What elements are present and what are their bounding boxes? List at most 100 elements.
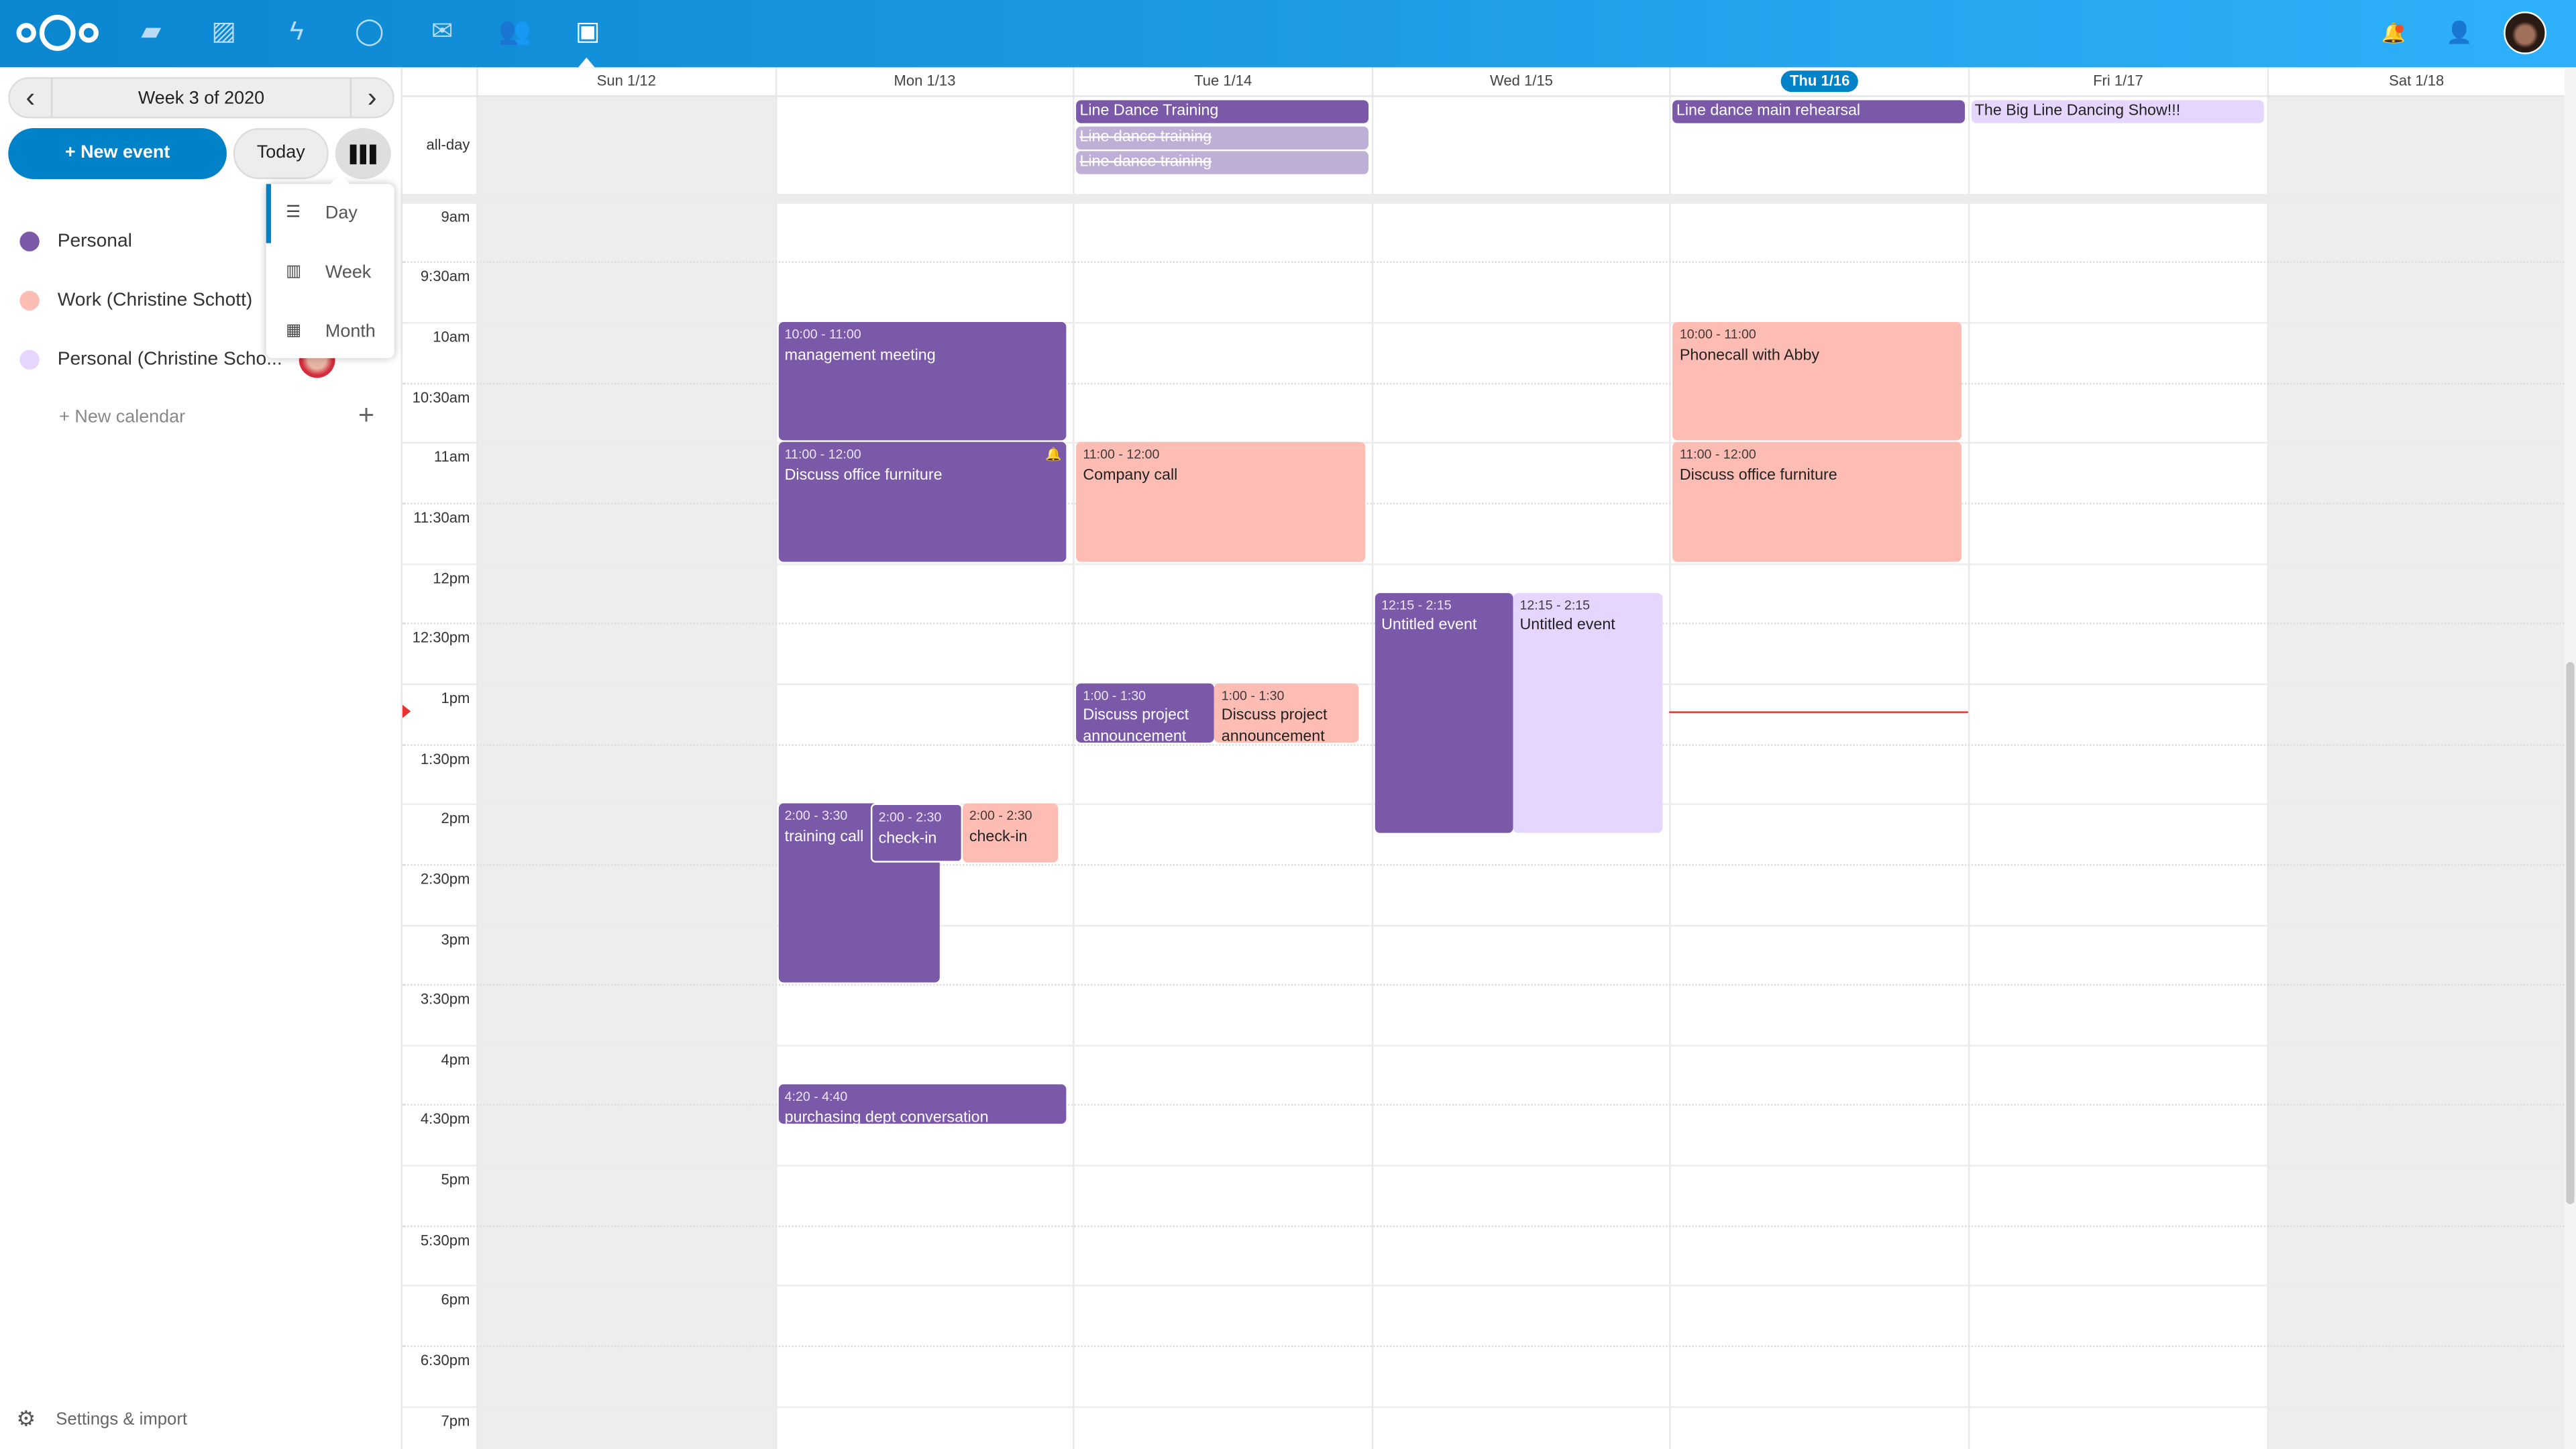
talk-icon[interactable]: ◯ (354, 17, 384, 46)
calendar-event[interactable]: 2:00 - 2:30 check-in (963, 804, 1058, 863)
contacts-menu-icon[interactable]: 👤 (2446, 19, 2473, 45)
hour-line (402, 563, 2565, 565)
settings-import-button[interactable]: Settings & import (56, 1409, 188, 1430)
view-option-week[interactable]: ▥ Week (266, 243, 394, 302)
calendar-event[interactable]: 10:00 - 11:00 management meeting (777, 322, 1067, 441)
half-hour-line (402, 262, 2565, 264)
notifications-icon[interactable]: 🔔 (2381, 21, 2406, 45)
calendar-name: Personal (Christine Scho... (57, 350, 282, 370)
event-title: Untitled event (1381, 616, 1477, 635)
day-column-divider (1670, 95, 1672, 1449)
calendar-name: Personal (57, 231, 132, 252)
today-button[interactable]: Today (233, 128, 329, 179)
day-header[interactable]: Thu 1/16 (1670, 67, 1968, 96)
menu-arrow (330, 174, 350, 184)
time-label: 7pm (441, 1412, 470, 1429)
time-label: 12:30pm (412, 629, 470, 647)
mail-icon[interactable]: ✉ (431, 17, 453, 46)
event-title: Discuss project announcement (1221, 707, 1328, 742)
event-time: 1:00 - 1:30 (1221, 688, 1285, 703)
photos-icon[interactable]: ▨ (211, 17, 237, 46)
day-label: Fri 1/17 (2093, 72, 2143, 89)
day-header[interactable]: Tue 1/14 (1073, 67, 1372, 96)
day-header[interactable]: Sat 1/18 (2266, 67, 2565, 96)
view-option-label: Day (325, 203, 358, 224)
files-icon[interactable]: ▰ (141, 17, 162, 46)
settings-gear-icon[interactable]: ⚙ (16, 1406, 36, 1432)
day-column-divider (1073, 95, 1075, 1449)
logo-ring (16, 23, 36, 43)
user-avatar[interactable] (2504, 11, 2546, 54)
allday-event[interactable]: The Big Line Dancing Show!!! (1971, 100, 2263, 123)
time-label: 11am (433, 449, 470, 466)
day-header[interactable]: Sun 1/12 (476, 67, 775, 96)
calendar-event[interactable]: 1:00 - 1:30 Discuss project announcement (1076, 683, 1215, 742)
calendar-icon[interactable]: ▣ (575, 17, 600, 46)
calendar-item[interactable]: Personal (0, 222, 402, 262)
next-week-button[interactable]: › (350, 78, 393, 119)
day-header[interactable]: Mon 1/13 (774, 67, 1073, 96)
allday-event[interactable]: Line dance training (1076, 125, 1368, 149)
scrollbar-thumb[interactable] (2566, 661, 2575, 1205)
day-column-divider (1968, 95, 1970, 1449)
calendar-event[interactable]: 11:00 - 12:00 Company call (1076, 442, 1365, 561)
day-header[interactable]: Fri 1/17 (1968, 67, 2267, 96)
allday-event[interactable]: Line Dance Training (1076, 100, 1368, 123)
contacts-icon[interactable]: 👥 (498, 17, 532, 46)
calendar-event[interactable]: 2:00 - 2:30 check-in (870, 804, 963, 863)
calendar-event[interactable]: 10:00 - 11:00 Phonecall with Abby (1673, 322, 1962, 441)
day-header[interactable]: Wed 1/15 (1371, 67, 1670, 96)
calendar-event[interactable]: 12:15 - 2:15 Untitled event (1375, 592, 1513, 833)
day-label: Thu 1/16 (1781, 70, 1858, 93)
new-calendar-button[interactable]: + New calendar (59, 407, 186, 427)
event-time: 10:00 - 11:00 (1679, 327, 1756, 342)
hour-line (402, 201, 2565, 203)
allday-divider (402, 193, 2565, 203)
event-title: Discuss project announcement (1083, 707, 1189, 742)
event-time: 12:15 - 2:15 (1519, 598, 1591, 613)
event-title: purchasing dept conversation (784, 1108, 989, 1124)
week-label[interactable]: Week 3 of 2020 (138, 89, 265, 109)
time-label: 11:30am (413, 509, 470, 526)
time-label: 3pm (441, 930, 470, 947)
calendar-event[interactable]: 11:00 - 12:00 Discuss office furniture (1673, 442, 1962, 561)
calendar-color-dot[interactable] (19, 290, 40, 311)
day-column-divider (1371, 95, 1373, 1449)
activity-icon[interactable]: ϟ (289, 17, 304, 46)
new-event-button[interactable]: + New event (8, 128, 227, 179)
calendar-event[interactable]: 12:15 - 2:15 Untitled event (1513, 592, 1664, 833)
time-label: 10:30am (412, 388, 470, 406)
calendar-event[interactable]: 1:00 - 1:30 Discuss project announcement (1214, 683, 1359, 742)
event-title: Discuss office furniture (1679, 466, 1837, 484)
hour-line (402, 1044, 2565, 1046)
view-menu: ☰ Day ▥ Week ▦ Month (266, 174, 394, 358)
nextcloud-logo[interactable] (16, 15, 99, 51)
half-hour-line (402, 502, 2565, 504)
view-switcher-button[interactable] (335, 128, 391, 179)
view-option-day[interactable]: ☰ Day (266, 184, 394, 243)
event-time: 12:15 - 2:15 (1381, 598, 1452, 613)
calendar-color-dot[interactable] (19, 350, 40, 370)
add-calendar-icon[interactable]: + (358, 399, 375, 431)
week-grid: Sun 1/12 Mon 1/13 Tue 1/14 Wed 1/15 Thu 1/16… (402, 67, 2576, 1449)
view-option-month[interactable]: ▦ Month (266, 303, 394, 362)
week-view-icon: ▥ (286, 262, 302, 281)
hour-line (402, 1165, 2565, 1167)
event-time: 10:00 - 11:00 (784, 327, 861, 342)
allday-label: all-day (426, 136, 470, 153)
calendar-event[interactable]: 4:20 - 4:40 purchasing dept conversation (777, 1084, 1067, 1124)
previous-week-button[interactable]: ‹ (10, 78, 53, 119)
day-label: Mon 1/13 (894, 72, 956, 89)
active-app-indicator (578, 57, 595, 68)
allday-event[interactable]: Line dance main rehearsal (1673, 100, 1965, 123)
current-time-marker (402, 704, 411, 718)
allday-event[interactable]: Line dance training (1076, 151, 1368, 174)
event-title: check-in (969, 827, 1028, 846)
time-label: 9:30am (420, 268, 470, 285)
calendar-event[interactable]: 11:00 - 12:00 Discuss office furniture 🔔 (777, 442, 1067, 561)
calendar-item[interactable]: Work (Christine Schott) (0, 281, 402, 321)
scrollbar[interactable] (2564, 67, 2576, 1449)
event-title: Company call (1083, 466, 1178, 484)
event-title: Untitled event (1519, 616, 1615, 635)
calendar-color-dot[interactable] (19, 231, 40, 252)
